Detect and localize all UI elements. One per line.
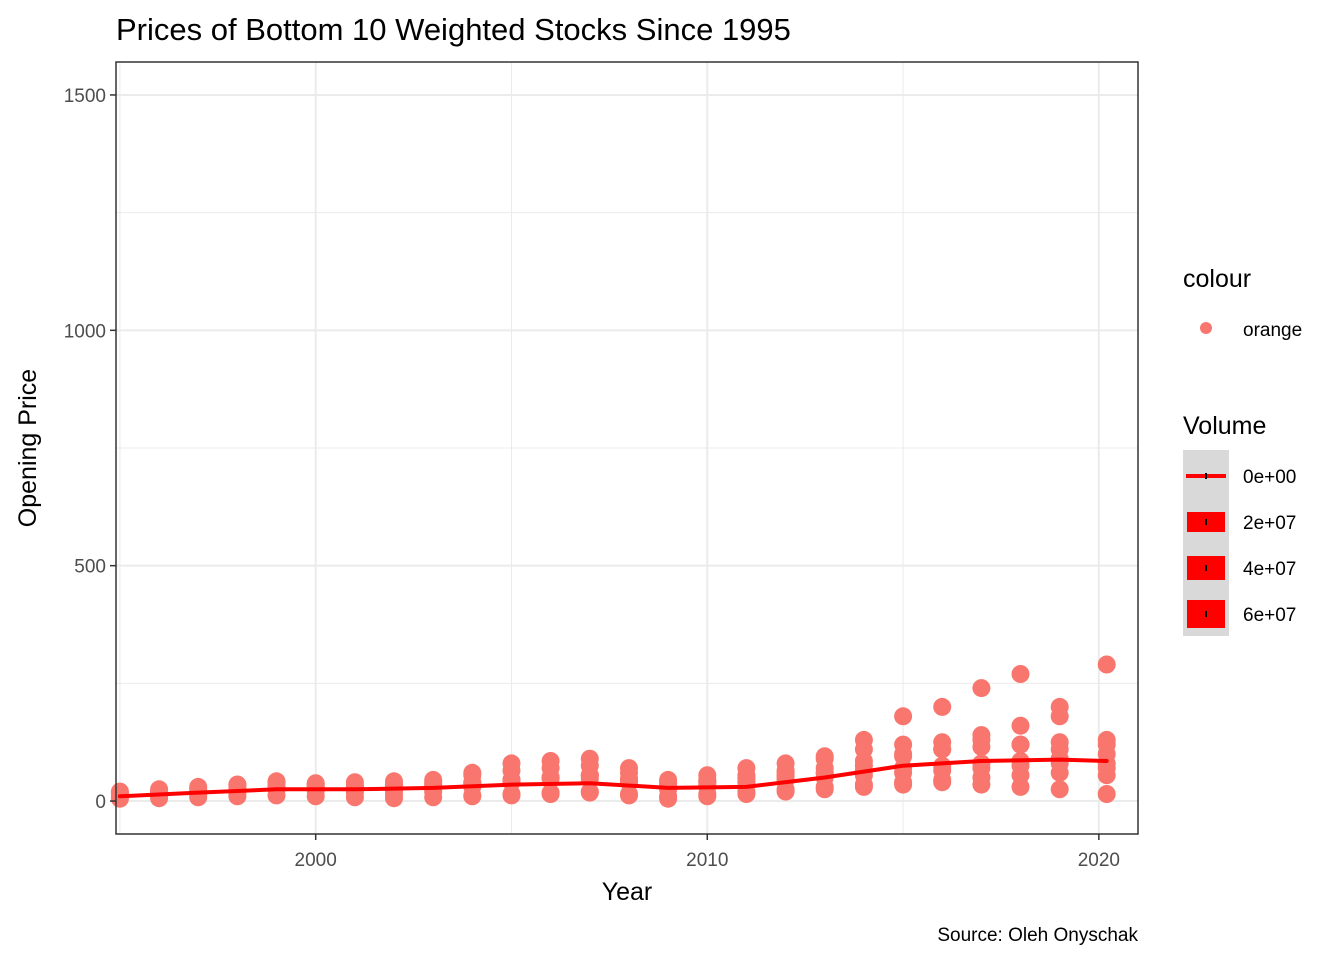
- data-point: [972, 730, 991, 749]
- chart-title: Prices of Bottom 10 Weighted Stocks Sinc…: [116, 12, 791, 47]
- x-tick-label: 2020: [1078, 850, 1120, 871]
- data-point: [972, 775, 991, 794]
- data-point: [1050, 707, 1069, 726]
- legend-label-volume: 4e+07: [1243, 559, 1296, 580]
- legend-label-volume: 0e+00: [1243, 467, 1296, 488]
- y-tick-label: 1000: [64, 321, 106, 342]
- data-point: [620, 773, 638, 792]
- data-point: [737, 759, 756, 778]
- y-tick-label: 1500: [64, 86, 106, 107]
- data-point: [972, 679, 991, 698]
- data-point: [1097, 745, 1116, 763]
- data-point: [933, 733, 952, 752]
- data-point: [580, 783, 599, 802]
- y-axis-title: Opening Price: [14, 369, 42, 527]
- data-point: [933, 761, 952, 780]
- data-point: [1050, 780, 1069, 799]
- data-point: [541, 752, 560, 770]
- trend-layer: [117, 757, 1109, 799]
- legend-label-volume: 6e+07: [1243, 605, 1296, 626]
- data-point: [1097, 655, 1116, 674]
- axes: 0 500 1000 1500 2000 2010 2020: [64, 86, 1120, 871]
- legend-label-volume: 2e+07: [1243, 513, 1296, 534]
- data-point: [1011, 716, 1030, 735]
- grid: [116, 62, 1138, 834]
- data-point: [1011, 665, 1030, 683]
- data-point: [972, 759, 991, 778]
- trend-line: [117, 757, 1109, 799]
- x-axis-title: Year: [602, 878, 653, 906]
- data-point: [698, 775, 717, 794]
- data-point: [463, 774, 482, 793]
- data-point: [345, 777, 364, 796]
- data-point: [1011, 777, 1030, 796]
- x-tick-label: 2000: [295, 850, 337, 871]
- data-point: [502, 786, 521, 805]
- data-point: [620, 759, 638, 778]
- legend-label-orange: orange: [1243, 320, 1302, 341]
- data-point: [815, 747, 834, 766]
- data-point: [1050, 740, 1069, 759]
- legend: colour orange Volume 0e+00 2e+07 4e+07 6e+07: [1183, 265, 1302, 636]
- data-point: [894, 735, 913, 754]
- legend-key-point: [1200, 322, 1212, 334]
- data-point: [933, 697, 952, 716]
- data-point: [620, 786, 638, 805]
- data-point: [541, 785, 560, 803]
- legend-title-colour: colour: [1183, 265, 1251, 293]
- data-point: [502, 754, 521, 773]
- data-point: [580, 749, 599, 768]
- legend-title-volume: Volume: [1183, 412, 1266, 440]
- y-tick-label: 500: [74, 557, 106, 578]
- x-tick-label: 2010: [686, 850, 728, 871]
- data-point: [1097, 785, 1116, 803]
- data-point: [776, 754, 795, 773]
- data-point: [463, 787, 482, 806]
- data-point: [1050, 754, 1069, 773]
- data-point: [894, 707, 913, 726]
- data-point: [267, 773, 286, 792]
- caption: Source: Oleh Onyschak: [937, 925, 1138, 946]
- data-point: [1097, 759, 1116, 778]
- panel-border: [115, 61, 1139, 835]
- data-point: [1011, 735, 1030, 754]
- y-tick-label: 0: [95, 792, 106, 813]
- data-point: [854, 740, 873, 759]
